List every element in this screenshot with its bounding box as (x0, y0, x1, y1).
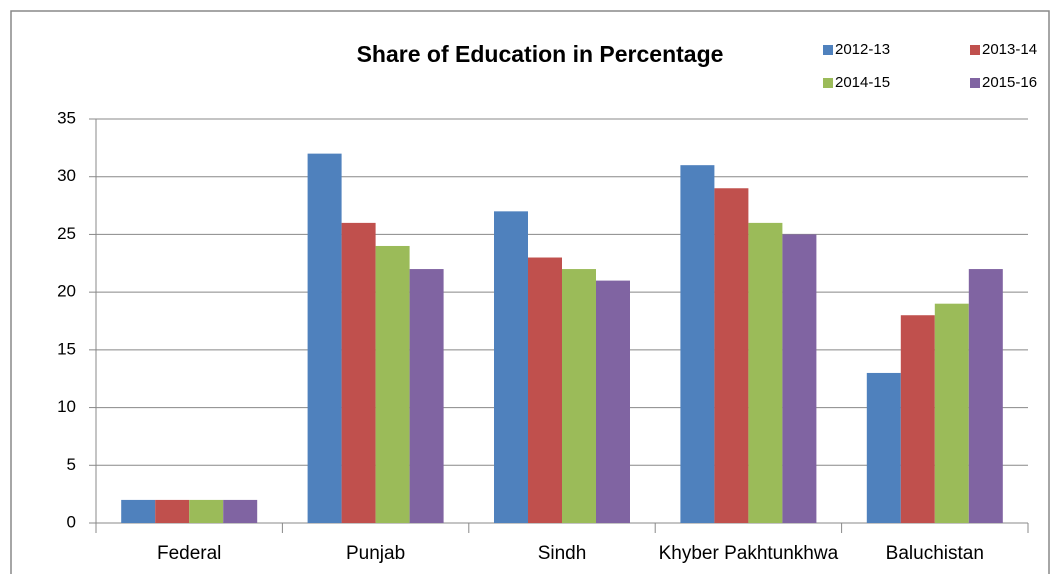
y-tick-label: 0 (67, 512, 76, 531)
y-tick-label: 5 (67, 455, 76, 474)
bar (714, 188, 749, 523)
bar (307, 153, 342, 523)
bar (680, 165, 715, 523)
y-tick-label: 30 (57, 166, 76, 185)
bar (968, 269, 1003, 523)
bar (189, 499, 224, 523)
bar (121, 499, 156, 523)
legend-label: 2015-16 (982, 74, 1037, 91)
bar (562, 269, 596, 523)
x-tick-label: Khyber Pakhtunkhwa (659, 543, 839, 564)
bar (900, 315, 935, 523)
y-tick-label: 10 (57, 397, 76, 416)
bar (155, 499, 190, 523)
bar (409, 269, 444, 523)
bar (596, 280, 630, 523)
bar (748, 222, 783, 523)
y-tick-label: 35 (57, 108, 76, 127)
bar (782, 234, 817, 523)
legend-label: 2013-14 (982, 41, 1037, 58)
x-tick-label: Federal (157, 543, 221, 564)
y-tick-label: 25 (57, 224, 76, 243)
chart-title: Share of Education in Percentage (357, 41, 724, 67)
bar (223, 499, 258, 523)
bar (528, 257, 562, 523)
x-tick-label: Sindh (538, 543, 587, 564)
x-tick-label: Punjab (346, 543, 405, 564)
y-tick-label: 20 (57, 282, 76, 301)
bar (866, 372, 901, 523)
bar (375, 245, 410, 523)
bar (341, 222, 376, 523)
legend-label: 2012-13 (835, 41, 890, 58)
legend-swatch (823, 78, 833, 88)
legend-label: 2014-15 (835, 74, 890, 91)
y-tick-label: 15 (57, 339, 76, 358)
bar (494, 211, 528, 524)
legend-swatch (823, 45, 833, 55)
bar (934, 303, 969, 523)
legend-swatch (970, 78, 980, 88)
legend-swatch (970, 45, 980, 55)
x-tick-label: Baluchistan (886, 543, 984, 564)
